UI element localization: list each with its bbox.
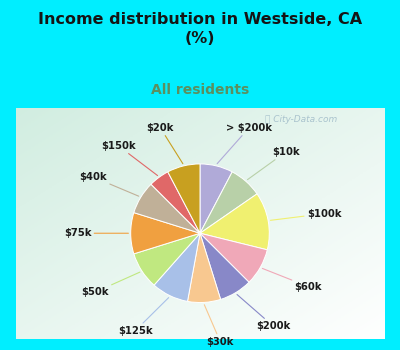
Wedge shape	[131, 212, 200, 254]
Wedge shape	[200, 172, 257, 233]
Wedge shape	[134, 233, 200, 285]
Wedge shape	[200, 164, 232, 233]
Wedge shape	[188, 233, 221, 302]
Text: > $200k: > $200k	[217, 123, 272, 164]
Wedge shape	[151, 172, 200, 233]
Wedge shape	[200, 233, 249, 299]
Text: $10k: $10k	[248, 147, 300, 180]
Text: $75k: $75k	[64, 228, 128, 238]
Text: $50k: $50k	[81, 272, 140, 297]
Wedge shape	[154, 233, 200, 301]
Text: $150k: $150k	[101, 141, 158, 176]
Text: $20k: $20k	[147, 123, 183, 164]
Text: $60k: $60k	[262, 268, 322, 292]
Text: Income distribution in Westside, CA
(%): Income distribution in Westside, CA (%)	[38, 12, 362, 46]
Text: All residents: All residents	[151, 83, 249, 97]
Text: ⓘ City-Data.com: ⓘ City-Data.com	[265, 116, 337, 125]
Text: $40k: $40k	[80, 172, 139, 196]
Text: $200k: $200k	[237, 294, 290, 331]
Wedge shape	[200, 233, 267, 282]
Wedge shape	[134, 184, 200, 233]
Text: $30k: $30k	[204, 305, 234, 346]
Text: $100k: $100k	[270, 209, 341, 220]
Text: $125k: $125k	[118, 298, 169, 336]
Wedge shape	[168, 164, 200, 233]
Wedge shape	[200, 194, 269, 250]
